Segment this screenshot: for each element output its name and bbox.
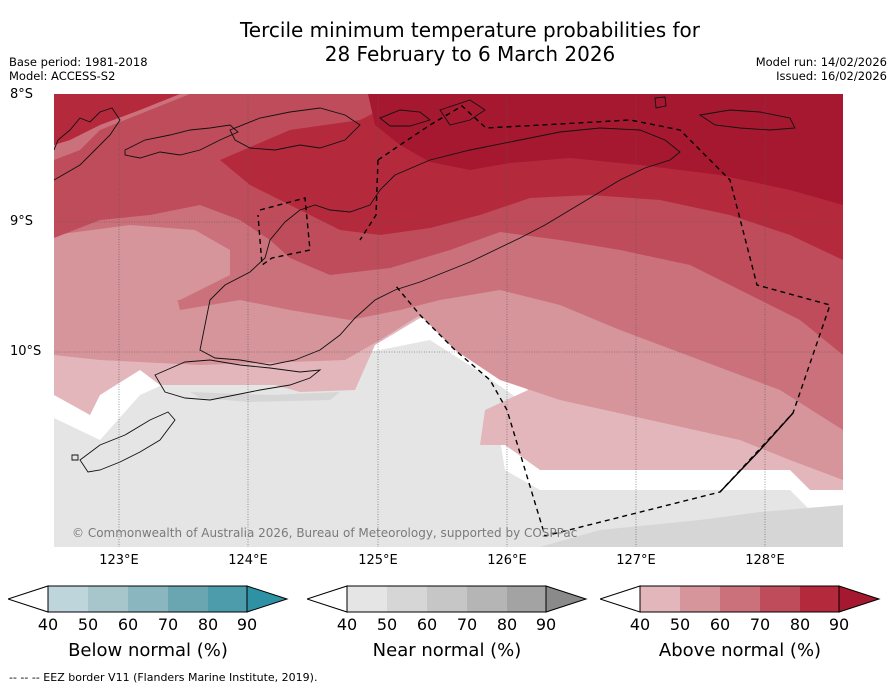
cbar-above-tick-90: 90 xyxy=(828,615,850,634)
cbar-near-swatch-50 xyxy=(387,586,427,612)
meta-right: Model run: 14/02/2026 Issued: 16/02/2026 xyxy=(756,55,887,83)
cbar-below-tick-60: 60 xyxy=(117,615,139,634)
gridlines xyxy=(54,94,843,547)
cbar-above-tick-40: 40 xyxy=(629,615,651,634)
cbar-near-tick-50: 50 xyxy=(376,615,398,634)
cbar-below-max-arrow xyxy=(247,586,287,612)
above-normal-80-zone-c xyxy=(54,94,180,145)
cbar-above-min-arrow xyxy=(600,585,641,613)
colorbar-near-normal xyxy=(307,585,588,613)
cbar-below-swatch-50 xyxy=(88,586,128,612)
cbar-below-tick-50: 50 xyxy=(77,615,99,634)
cbar-above-swatch-50 xyxy=(680,586,720,612)
cbar-below-tick-40: 40 xyxy=(37,615,59,634)
cbar-below-title: Below normal (%) xyxy=(68,640,228,661)
cbar-below-swatch-70 xyxy=(168,586,208,612)
eez-border-south xyxy=(719,412,794,493)
colorbar-above-normal xyxy=(600,585,881,613)
cbar-below-swatch-80 xyxy=(208,586,247,612)
lon-label-126e: 126°E xyxy=(487,553,527,568)
lat-label-10s: 10°S xyxy=(10,344,42,359)
cbar-below-tick-90: 90 xyxy=(236,615,258,634)
cbar-below-swatch-60 xyxy=(128,586,168,612)
cbar-above-swatch-60 xyxy=(720,586,760,612)
cbar-near-tick-60: 60 xyxy=(416,615,438,634)
cbar-near-swatch-40 xyxy=(347,586,387,612)
colorbar-below-normal xyxy=(8,585,289,613)
cbar-above-swatch-40 xyxy=(640,586,680,612)
cbar-near-max-arrow xyxy=(546,586,586,612)
cbar-above-tick-70: 70 xyxy=(749,615,771,634)
meta-left: Base period: 1981-2018 Model: ACCESS-S2 xyxy=(9,55,148,83)
cbar-near-tick-90: 90 xyxy=(535,615,557,634)
near-normal-50-zone xyxy=(540,505,843,547)
cbar-near-swatch-60 xyxy=(427,586,467,612)
lat-label-9s: 9°S xyxy=(10,214,34,229)
cbar-above-tick-50: 50 xyxy=(669,615,691,634)
cbar-below-tick-80: 80 xyxy=(197,615,219,634)
model-name: Model: ACCESS-S2 xyxy=(9,69,116,83)
cbar-above-tick-60: 60 xyxy=(709,615,731,634)
title-line-2: 28 February to 6 March 2026 xyxy=(324,42,616,66)
cbar-below-min-arrow xyxy=(8,585,49,613)
cbar-above-swatch-80 xyxy=(800,586,839,612)
cbar-above-max-arrow xyxy=(839,586,879,612)
near-normal-50-zone-b xyxy=(190,392,340,402)
lon-label-125e: 125°E xyxy=(358,553,398,568)
title-line-1: Tercile minimum temperature probabilitie… xyxy=(239,18,701,42)
cbar-near-tick-70: 70 xyxy=(456,615,478,634)
chart-title: Tercile minimum temperature probabilitie… xyxy=(0,18,896,66)
above-normal-90-zone xyxy=(368,94,843,205)
lat-label-8s: 8°S xyxy=(10,87,34,102)
base-period: Base period: 1981-2018 xyxy=(9,55,148,69)
lon-label-127e: 127°E xyxy=(616,553,656,568)
cbar-above-swatch-70 xyxy=(760,586,800,612)
cbar-near-swatch-70 xyxy=(467,586,507,612)
lon-label-123e: 123°E xyxy=(99,553,139,568)
cbar-above-title: Above normal (%) xyxy=(658,640,822,661)
cbar-below-tick-70: 70 xyxy=(157,615,179,634)
eez-footnote: -- -- -- EEZ border V11 (Flanders Marine… xyxy=(9,671,318,684)
issued-date: Issued: 16/02/2026 xyxy=(776,69,887,83)
cbar-near-title: Near normal (%) xyxy=(372,640,522,661)
eez-border xyxy=(257,105,831,537)
coastlines xyxy=(54,96,796,473)
lon-label-128e: 128°E xyxy=(745,553,785,568)
copyright-notice: © Commonwealth of Australia 2026, Bureau… xyxy=(72,526,578,540)
cbar-near-min-arrow xyxy=(307,585,348,613)
cbar-near-tick-40: 40 xyxy=(336,615,358,634)
model-run: Model run: 14/02/2026 xyxy=(755,55,887,69)
lon-label-124e: 124°E xyxy=(228,553,268,568)
above-normal-60-zone-b xyxy=(54,225,230,300)
cbar-near-swatch-80 xyxy=(507,586,546,612)
cbar-below-swatch-40 xyxy=(48,586,88,612)
cbar-near-tick-80: 80 xyxy=(496,615,518,634)
cbar-above-tick-80: 80 xyxy=(789,615,811,634)
